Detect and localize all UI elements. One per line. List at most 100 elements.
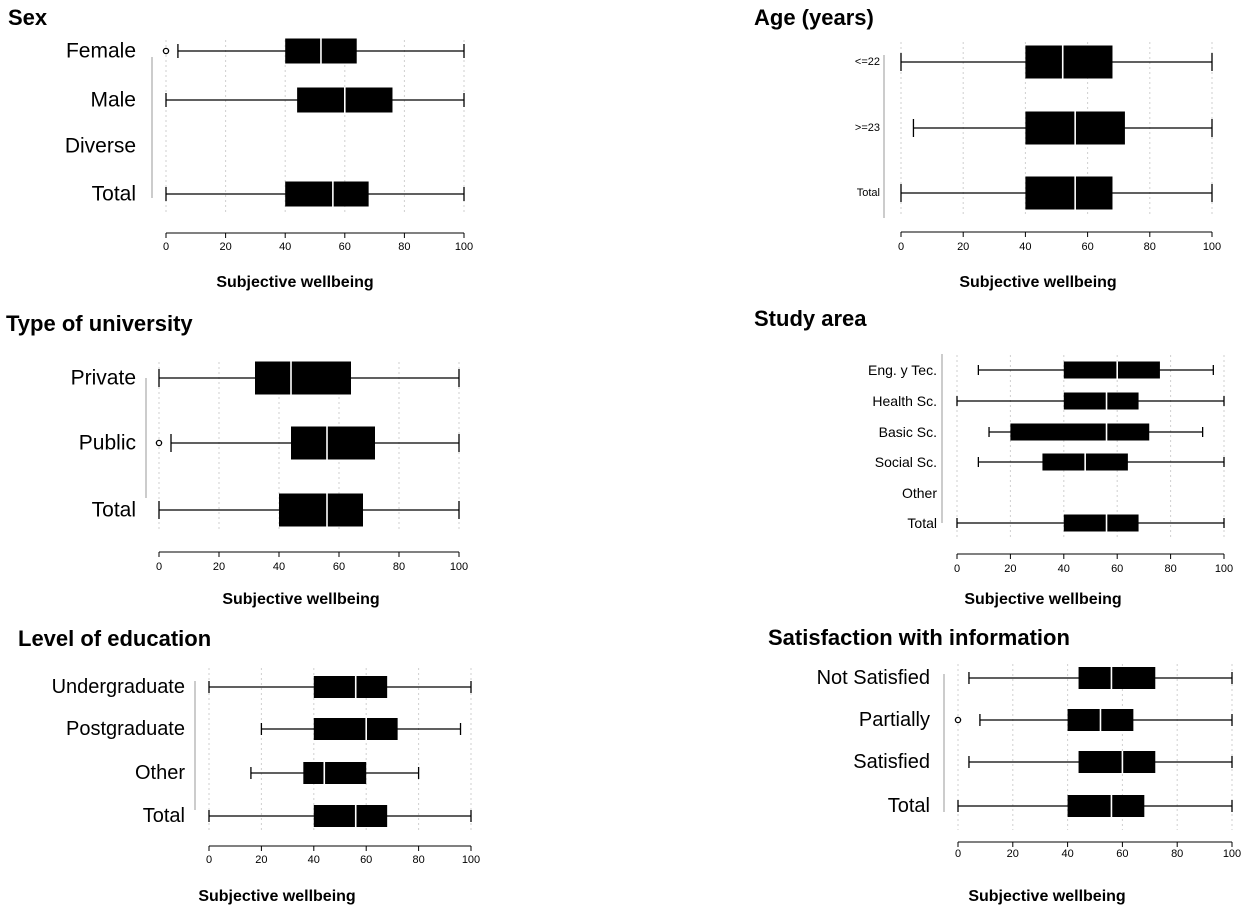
category-label: Total <box>907 515 937 531</box>
category-label: Satisfied <box>853 751 930 773</box>
box-partially[interactable] <box>954 709 1233 731</box>
x-tick-label: 40 <box>1019 241 1031 253</box>
x-tick-label: 20 <box>219 241 231 253</box>
outlier-point <box>155 439 163 447</box>
x-tick-label: 0 <box>163 241 169 253</box>
box-total[interactable] <box>900 176 1213 210</box>
box-basic-sc-[interactable] <box>988 423 1204 441</box>
category-label: Male <box>90 89 136 112</box>
x-tick-label: 100 <box>455 241 473 253</box>
box-male[interactable] <box>165 87 465 113</box>
x-tick-label: 20 <box>213 561 225 573</box>
box-social-sc-[interactable] <box>977 453 1225 471</box>
box-total[interactable] <box>208 805 472 827</box>
x-tick-label: 60 <box>333 561 345 573</box>
iqr-box <box>313 676 388 698</box>
panel-title: Age (years) <box>754 5 874 30</box>
iqr-box <box>285 181 369 207</box>
category-label: Private <box>71 367 136 390</box>
x-tick-label: 40 <box>1058 563 1070 575</box>
box-female[interactable] <box>162 38 465 64</box>
panel-title: Study area <box>754 306 867 331</box>
box-total[interactable] <box>158 493 460 527</box>
x-tick-label: 80 <box>412 854 424 866</box>
panel-title: Sex <box>8 5 48 30</box>
box-total[interactable] <box>165 181 465 207</box>
x-tick-label: 60 <box>339 241 351 253</box>
category-label: Partially <box>859 709 930 731</box>
x-tick-label: 80 <box>1164 563 1176 575</box>
category-label: Other <box>902 485 937 501</box>
x-tick-label: 60 <box>1081 241 1093 253</box>
iqr-box <box>291 426 375 460</box>
panel-title: Level of education <box>18 626 211 651</box>
category-label: Not Satisfied <box>817 667 930 689</box>
iqr-box <box>303 762 367 784</box>
category-label: Total <box>92 183 136 206</box>
category-label: Social Sc. <box>875 454 937 470</box>
category-label: Total <box>143 805 185 827</box>
x-tick-label: 80 <box>1144 241 1156 253</box>
iqr-box <box>1078 667 1156 689</box>
x-tick-label: 20 <box>1004 563 1016 575</box>
x-tick-label: 100 <box>1215 563 1233 575</box>
x-tick-label: 20 <box>957 241 969 253</box>
x-tick-label: 80 <box>398 241 410 253</box>
x-tick-label: 60 <box>1116 848 1128 860</box>
category-label: Health Sc. <box>872 393 937 409</box>
box--23[interactable] <box>912 111 1213 145</box>
category-label: Total <box>857 187 880 199</box>
iqr-box <box>1010 423 1150 441</box>
category-label: Postgraduate <box>66 718 185 740</box>
box--22[interactable] <box>900 45 1213 79</box>
iqr-box <box>279 493 363 527</box>
x-tick-label: 40 <box>1061 848 1073 860</box>
box-health-sc-[interactable] <box>956 392 1225 410</box>
box-satisfied[interactable] <box>968 751 1233 773</box>
box-other[interactable] <box>250 762 420 784</box>
x-tick-label: 20 <box>255 854 267 866</box>
iqr-box <box>1025 45 1113 79</box>
box-private[interactable] <box>158 361 460 395</box>
x-tick-label: 20 <box>1007 848 1019 860</box>
box-undergraduate[interactable] <box>208 676 472 698</box>
category-label: Total <box>92 499 136 522</box>
iqr-box <box>1063 392 1139 410</box>
box-postgraduate[interactable] <box>260 718 462 740</box>
box-not-satisfied[interactable] <box>968 667 1233 689</box>
x-tick-label: 100 <box>462 854 480 866</box>
category-label: Total <box>888 795 930 817</box>
x-tick-label: 100 <box>1223 848 1241 860</box>
category-label: <=22 <box>855 56 880 68</box>
panel-title: Type of university <box>6 311 193 336</box>
category-label: Female <box>66 40 136 63</box>
iqr-box <box>1025 176 1113 210</box>
box-total[interactable] <box>956 514 1225 532</box>
outlier-point <box>954 716 962 724</box>
x-tick-label: 0 <box>954 563 960 575</box>
panel-2: Age (years) <=22 >=23 Total 0 20 40 60 80 100 Subj… <box>754 5 1221 291</box>
x-tick-label: 60 <box>360 854 372 866</box>
x-axis-title: Subjective wellbeing <box>222 591 379 608</box>
x-tick-label: 100 <box>450 561 468 573</box>
category-label: >=23 <box>855 122 880 134</box>
x-tick-label: 0 <box>955 848 961 860</box>
x-tick-label: 40 <box>279 241 291 253</box>
x-axis-title: Subjective wellbeing <box>968 888 1125 905</box>
x-tick-label: 0 <box>156 561 162 573</box>
iqr-box <box>1063 361 1160 379</box>
box-public[interactable] <box>155 426 460 460</box>
x-tick-label: 40 <box>273 561 285 573</box>
box-total[interactable] <box>957 795 1233 817</box>
panel-1: Sex Female Male Diverse Total 0 20 40 60 80 100 Sub… <box>8 5 473 291</box>
box-eng-y-tec-[interactable] <box>977 361 1214 379</box>
panel-3: Type of university Private Public Total 0 20 4… <box>6 311 468 608</box>
x-tick-label: 100 <box>1203 241 1221 253</box>
x-tick-label: 80 <box>393 561 405 573</box>
x-axis-title: Subjective wellbeing <box>198 888 355 905</box>
x-tick-label: 0 <box>206 854 212 866</box>
x-tick-label: 60 <box>1111 563 1123 575</box>
iqr-box <box>255 361 351 395</box>
iqr-box <box>1078 751 1156 773</box>
